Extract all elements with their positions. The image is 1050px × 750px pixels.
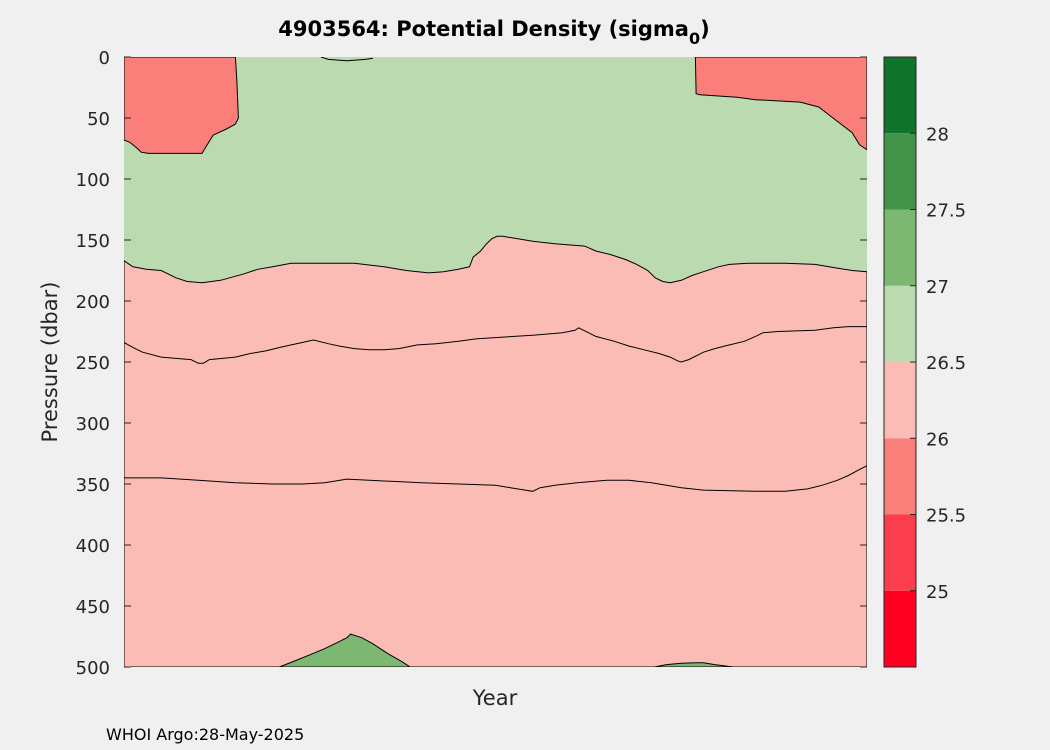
plot-area [121,55,870,670]
contour-26-right-region [694,56,868,151]
colorbar-tick-label: 27.5 [926,201,966,222]
y-tick-label: 50 [87,109,110,130]
y-tick-label: 200 [76,292,110,313]
colorbar-swatch [884,514,916,591]
bottom-edge-mask [122,667,869,670]
colorbar-swatch [884,590,916,667]
x-axis-label: Year [472,686,518,710]
y-tick-label: 350 [76,475,110,496]
contour-27-right-region [654,662,734,668]
colorbar-tick-label: 27 [926,277,949,298]
y-tick-label: 100 [76,170,110,191]
contour-26-left-region [123,56,239,154]
contour-line-26-5-deep [124,465,868,492]
colorbar-tick-label: 28 [926,124,949,145]
colorbar: 25 25.5 26 26.5 27 27.5 28 [883,56,966,668]
colorbar-tick-label: 26 [926,429,949,450]
colorbar-swatch [884,362,916,439]
y-tick-label: 450 [76,597,110,618]
contour-26-5-region [123,235,868,668]
colorbar-tick-label: 25.5 [926,506,966,527]
chart-title: 4903564: Potential Density (sigma0) [278,17,709,48]
y-tick-label: 150 [76,231,110,252]
colorbar-swatch [884,133,916,210]
y-axis-label: Pressure (dbar) [38,282,62,443]
footer-credit: WHOI Argo:28-May-2025 [106,725,305,744]
y-tick-label: 250 [76,353,110,374]
top-edge-mask [122,55,869,57]
colorbar-swatch [884,209,916,286]
left-edge-mask [121,57,124,667]
y-axis: 0 50 100 150 200 250 300 350 400 450 500 [76,48,867,679]
right-edge-mask [867,57,870,667]
colorbar-tick-label: 25 [926,582,949,603]
colorbar-tick-label: 26.5 [926,353,966,374]
y-tick-label: 500 [76,658,110,679]
contour-27-left-region [279,633,412,668]
colorbar-swatch [884,285,916,362]
colorbar-swatch [884,57,916,134]
colorbar-swatch [884,438,916,515]
y-tick-label: 400 [76,536,110,557]
y-tick-label: 0 [99,48,110,69]
y-tick-label: 300 [76,414,110,435]
contour-line-26-5-lower [123,326,867,364]
contour-line-26-top [320,56,373,62]
